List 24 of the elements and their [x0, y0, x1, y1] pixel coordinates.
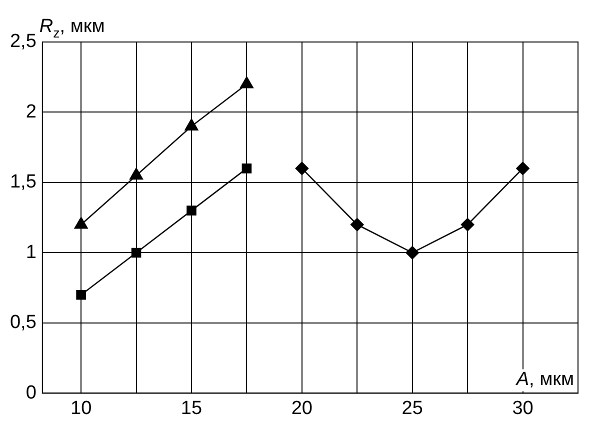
point — [130, 168, 143, 180]
x-tick-label: 25 — [402, 398, 423, 419]
point — [406, 246, 420, 260]
point — [186, 206, 196, 216]
point — [242, 164, 252, 174]
y-tick-label: 2,5 — [10, 31, 36, 52]
x-tick-label: 20 — [291, 398, 312, 419]
point — [76, 290, 86, 300]
y-tick-label: 1,5 — [10, 172, 36, 193]
y-tick-label: 0 — [26, 382, 36, 404]
y-tick-label: 0,5 — [10, 312, 36, 334]
point — [184, 118, 198, 130]
y-tick-label: 2 — [26, 101, 36, 122]
y-tick-label: 1 — [26, 242, 36, 263]
point — [460, 218, 474, 232]
point — [131, 248, 142, 258]
point — [295, 162, 309, 176]
point — [240, 76, 254, 88]
x-tick-label: 15 — [180, 398, 202, 419]
x-tick-label: 30 — [512, 398, 534, 419]
x-tick-label: 10 — [70, 398, 92, 419]
point — [516, 162, 530, 176]
point — [350, 218, 364, 232]
x-axis-title: A, мкм — [515, 369, 574, 390]
